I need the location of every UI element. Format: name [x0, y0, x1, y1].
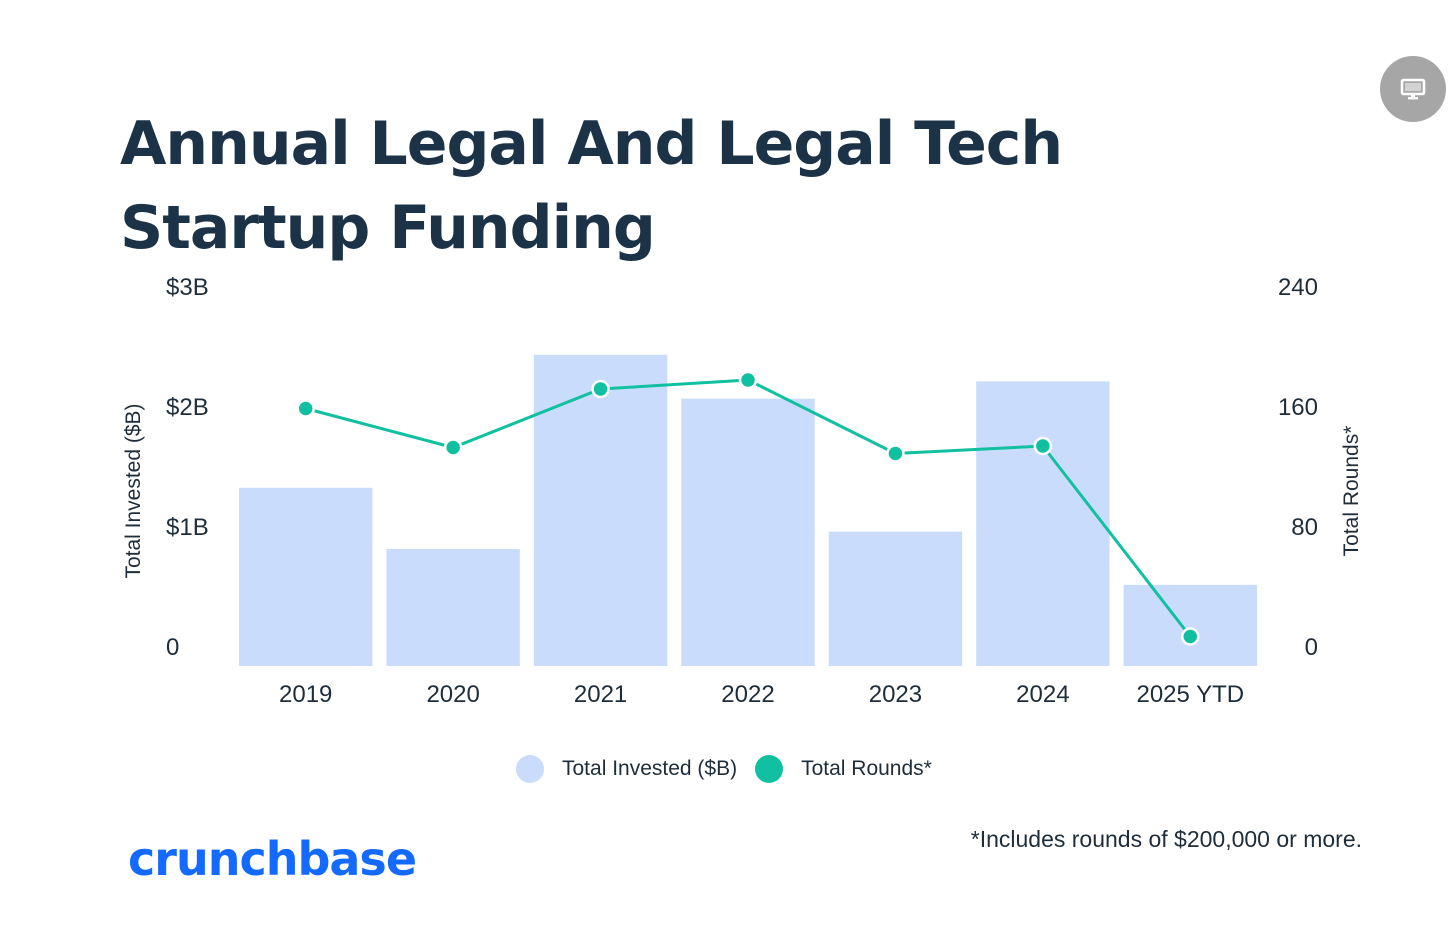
y-left-tick-label: $3B — [166, 274, 209, 301]
rounds-point-2024[interactable] — [1033, 436, 1053, 456]
bar-2024[interactable] — [976, 381, 1110, 666]
legend-item-total-invested[interactable]: Total Invested ($B) — [516, 755, 737, 783]
rounds-point-2023[interactable] — [886, 444, 905, 463]
bar-2019[interactable] — [239, 487, 373, 666]
y-right-tick-label: 0 — [1305, 634, 1318, 661]
y-left-tick-label: $2B — [166, 394, 209, 421]
legend-label-total-rounds: Total Rounds* — [801, 757, 932, 780]
y-right-tick-label: 80 — [1291, 514, 1318, 541]
footnote: *Includes rounds of $200,000 or more. — [970, 826, 1362, 852]
bar-2021[interactable] — [533, 354, 668, 666]
chart-title: Annual Legal And Legal Tech Startup Fund… — [120, 109, 1063, 263]
legend-swatch-line — [755, 755, 784, 783]
x-tick-label: 2020 — [426, 681, 479, 708]
crunchbase-logo: crunchbase — [128, 832, 417, 886]
legend: Total Invested ($B) Total Rounds* — [516, 752, 950, 786]
x-tick-label: 2023 — [869, 681, 922, 708]
legend-label-total-invested: Total Invested ($B) — [562, 757, 738, 780]
y-right-tick-label: 160 — [1278, 394, 1318, 421]
legend-swatch-bar — [516, 755, 544, 783]
rounds-point-2021[interactable] — [591, 379, 610, 399]
screen-button[interactable] — [1380, 56, 1446, 122]
rounds-point-2025-ytd[interactable] — [1181, 627, 1200, 646]
rounds-point-2020[interactable] — [443, 438, 463, 457]
x-tick-label: 2022 — [721, 681, 774, 708]
bar-2023[interactable] — [828, 531, 963, 666]
rounds-point-2019[interactable] — [296, 399, 315, 418]
bar-2022[interactable] — [681, 398, 815, 666]
x-tick-label: 2021 — [574, 681, 627, 708]
x-tick-label: 2025 YTD — [1136, 681, 1244, 708]
bar-2020[interactable] — [386, 548, 520, 666]
y-left-tick-label: $1B — [166, 514, 209, 541]
y-axis-right-title: Total Rounds* — [1340, 426, 1363, 557]
legend-item-total-rounds[interactable]: Total Rounds* — [755, 755, 932, 783]
y-left-tick-label: 0 — [166, 634, 179, 661]
x-tick-label: 2019 — [279, 681, 332, 708]
x-tick-label: 2024 — [1016, 681, 1069, 708]
bar-2025-ytd[interactable] — [1123, 584, 1257, 666]
rounds-point-2022[interactable] — [738, 370, 758, 390]
monitor-icon — [1400, 78, 1426, 100]
y-axis-left-title: Total Invested ($B) — [122, 403, 145, 578]
y-right-tick-label: 240 — [1278, 274, 1318, 301]
